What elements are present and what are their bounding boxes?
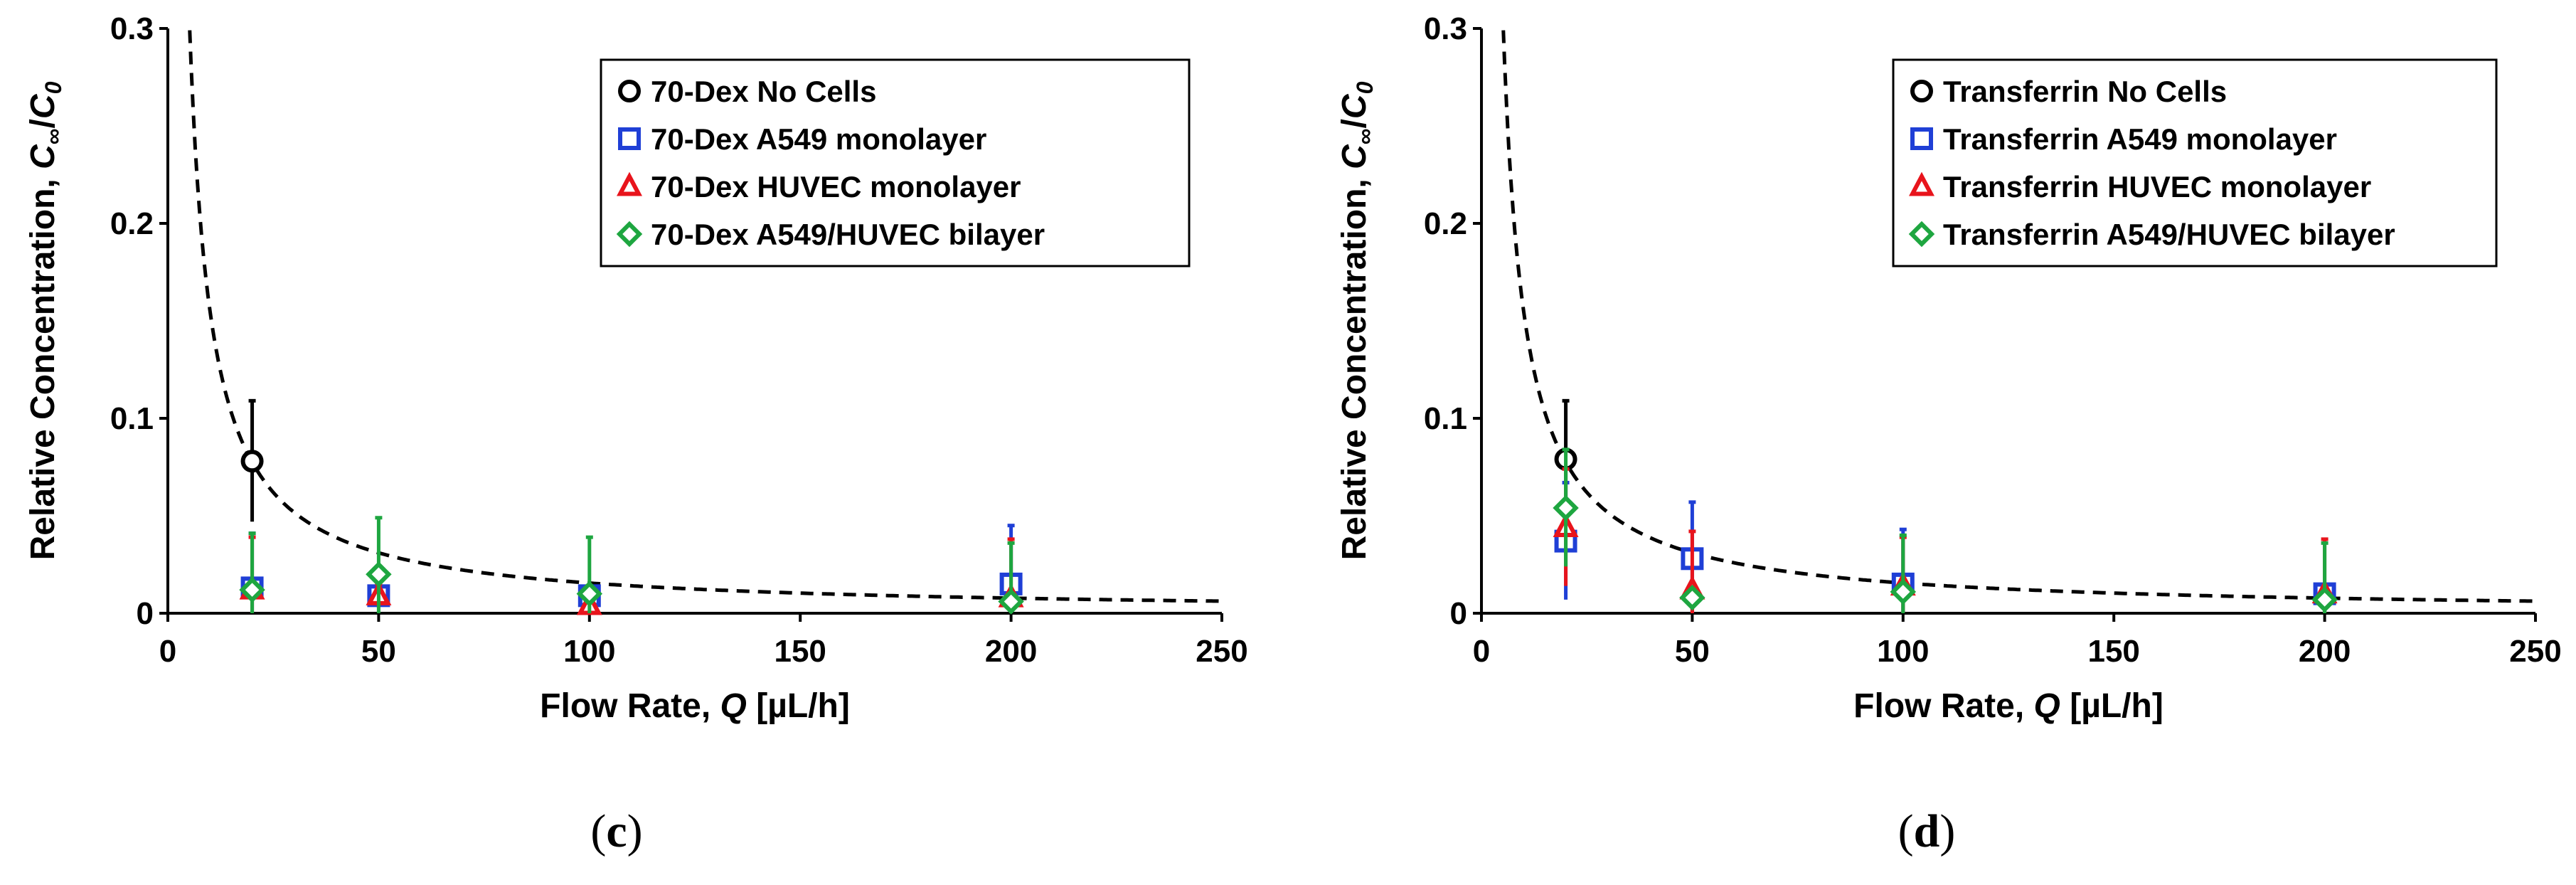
y-axis-title-subscript: ∞ bbox=[41, 128, 66, 144]
data-point bbox=[240, 450, 264, 473]
legend-label: Transferrin No Cells bbox=[1943, 75, 2227, 108]
y-axis-title-subscript: ∞ bbox=[1352, 128, 1378, 144]
legend-box bbox=[1892, 58, 2498, 267]
series-circle bbox=[240, 398, 264, 522]
x-tick-label: 200 bbox=[2299, 634, 2351, 669]
legend-marker bbox=[1908, 221, 1935, 248]
legend-marker bbox=[618, 127, 641, 150]
panel-label: (c) bbox=[590, 805, 642, 857]
y-axis-title: Relative Concentration, C∞/C0 bbox=[1336, 81, 1378, 560]
x-tick-label: 100 bbox=[1877, 634, 1929, 669]
legend-label: Transferrin A549/HUVEC bilayer bbox=[1943, 218, 2395, 251]
data-point bbox=[366, 561, 392, 588]
y-tick-label: 0.2 bbox=[1424, 206, 1467, 241]
legend-label: 70-Dex No Cells bbox=[651, 75, 876, 108]
x-tick-label: 250 bbox=[2509, 634, 2561, 669]
fit-curve bbox=[188, 28, 1222, 603]
x-axis-title-text: Flow Rate, bbox=[540, 687, 720, 725]
series-square bbox=[240, 524, 1023, 613]
legend-marker bbox=[1910, 127, 1933, 150]
legend-label: Transferrin A549 monolayer bbox=[1943, 122, 2337, 156]
x-tick-label: 200 bbox=[985, 634, 1037, 669]
panel-label-letter: c bbox=[606, 805, 627, 857]
x-axis-title-unit: [µL/h] bbox=[747, 687, 850, 725]
legend-label: 70-Dex A549/HUVEC bilayer bbox=[651, 218, 1045, 251]
legend: Transferrin No Cells Transferrin A549 mon… bbox=[1892, 58, 2498, 267]
y-tick-label: 0 bbox=[1450, 596, 1467, 631]
panel-label-paren: ) bbox=[627, 805, 643, 857]
y-axis-title-text: Relative Concentration, bbox=[24, 169, 62, 560]
x-tick-label: 50 bbox=[361, 634, 396, 669]
x-tick-label: 0 bbox=[1473, 634, 1490, 669]
x-tick-label: 100 bbox=[563, 634, 615, 669]
x-tick-label: 250 bbox=[1196, 634, 1247, 669]
x-tick-label: 150 bbox=[774, 634, 826, 669]
x-tick-label: 150 bbox=[2087, 634, 2139, 669]
chart-panel-c: 0 0.1 0.2 0.3 0 50 100 150 200 250 Flow Rate, Q [µ… bbox=[24, 11, 1248, 857]
x-axis-title-unit: [µL/h] bbox=[2060, 687, 2163, 725]
y-axis-title-subscript: 0 bbox=[1352, 81, 1378, 94]
y-tick-label: 0.2 bbox=[110, 206, 154, 241]
x-axis-title: Flow Rate, Q [µL/h] bbox=[540, 687, 850, 725]
legend-label: 70-Dex A549 monolayer bbox=[651, 122, 986, 156]
data-point bbox=[1679, 584, 1705, 611]
fit-curve bbox=[1501, 28, 2535, 603]
panel-label-paren: ( bbox=[590, 805, 606, 857]
legend-box bbox=[600, 58, 1191, 267]
series-diamond bbox=[239, 516, 1024, 615]
x-axis-title-variable: Q bbox=[720, 687, 747, 725]
y-axis-title-text: Relative Concentration, bbox=[1336, 169, 1373, 560]
panel-label-paren: ) bbox=[1939, 805, 1955, 857]
series-triangle bbox=[1553, 467, 2338, 613]
y-axis-title-variable: C bbox=[1336, 93, 1373, 119]
y-axis-title: Relative Concentration, C∞/C0 bbox=[24, 81, 66, 560]
y-tick-label: 0.1 bbox=[1424, 401, 1467, 436]
legend-marker bbox=[618, 80, 641, 102]
y-axis-title-variable: C bbox=[1336, 144, 1373, 169]
panel-label-letter: d bbox=[1914, 805, 1940, 857]
legend-marker bbox=[1910, 80, 1933, 102]
y-axis-title-subscript: 0 bbox=[41, 81, 66, 94]
data-point bbox=[239, 576, 265, 603]
data-point bbox=[576, 581, 603, 607]
x-axis-title-text: Flow Rate, bbox=[1853, 687, 2033, 725]
data-point bbox=[1553, 494, 1579, 521]
legend: 70-Dex No Cells 70-Dex A549 monolayer 70-D… bbox=[600, 58, 1191, 267]
panel-label-paren: ( bbox=[1898, 805, 1914, 857]
y-tick-label: 0.1 bbox=[110, 401, 154, 436]
y-axis-title-variable: C bbox=[24, 144, 62, 169]
legend-label: 70-Dex HUVEC monolayer bbox=[651, 170, 1021, 203]
y-axis-title-variable: C bbox=[24, 93, 62, 119]
data-point bbox=[998, 588, 1024, 615]
legend-marker bbox=[616, 221, 643, 248]
x-axis-title: Flow Rate, Q [µL/h] bbox=[1853, 687, 2163, 725]
y-axis-title-slash: / bbox=[1336, 119, 1373, 128]
y-tick-label: 0.3 bbox=[110, 11, 154, 46]
y-tick-label: 0.3 bbox=[1424, 11, 1467, 46]
legend-marker bbox=[1909, 171, 1934, 196]
data-point bbox=[2311, 586, 2338, 613]
x-tick-label: 0 bbox=[159, 634, 176, 669]
chart-panel-d: 0 0.1 0.2 0.3 0 50 100 150 200 250 Flow Rate, Q [µ… bbox=[1336, 11, 2562, 857]
data-point bbox=[1890, 578, 1917, 605]
legend-label: Transferrin HUVEC monolayer bbox=[1943, 170, 2371, 203]
panel-label: (d) bbox=[1898, 805, 1956, 857]
y-axis-title-slash: / bbox=[24, 119, 62, 128]
y-tick-label: 0 bbox=[137, 596, 154, 631]
x-tick-label: 50 bbox=[1675, 634, 1710, 669]
x-axis-title-variable: Q bbox=[2034, 687, 2060, 725]
series-diamond bbox=[1553, 447, 2338, 613]
legend-marker bbox=[617, 171, 642, 196]
